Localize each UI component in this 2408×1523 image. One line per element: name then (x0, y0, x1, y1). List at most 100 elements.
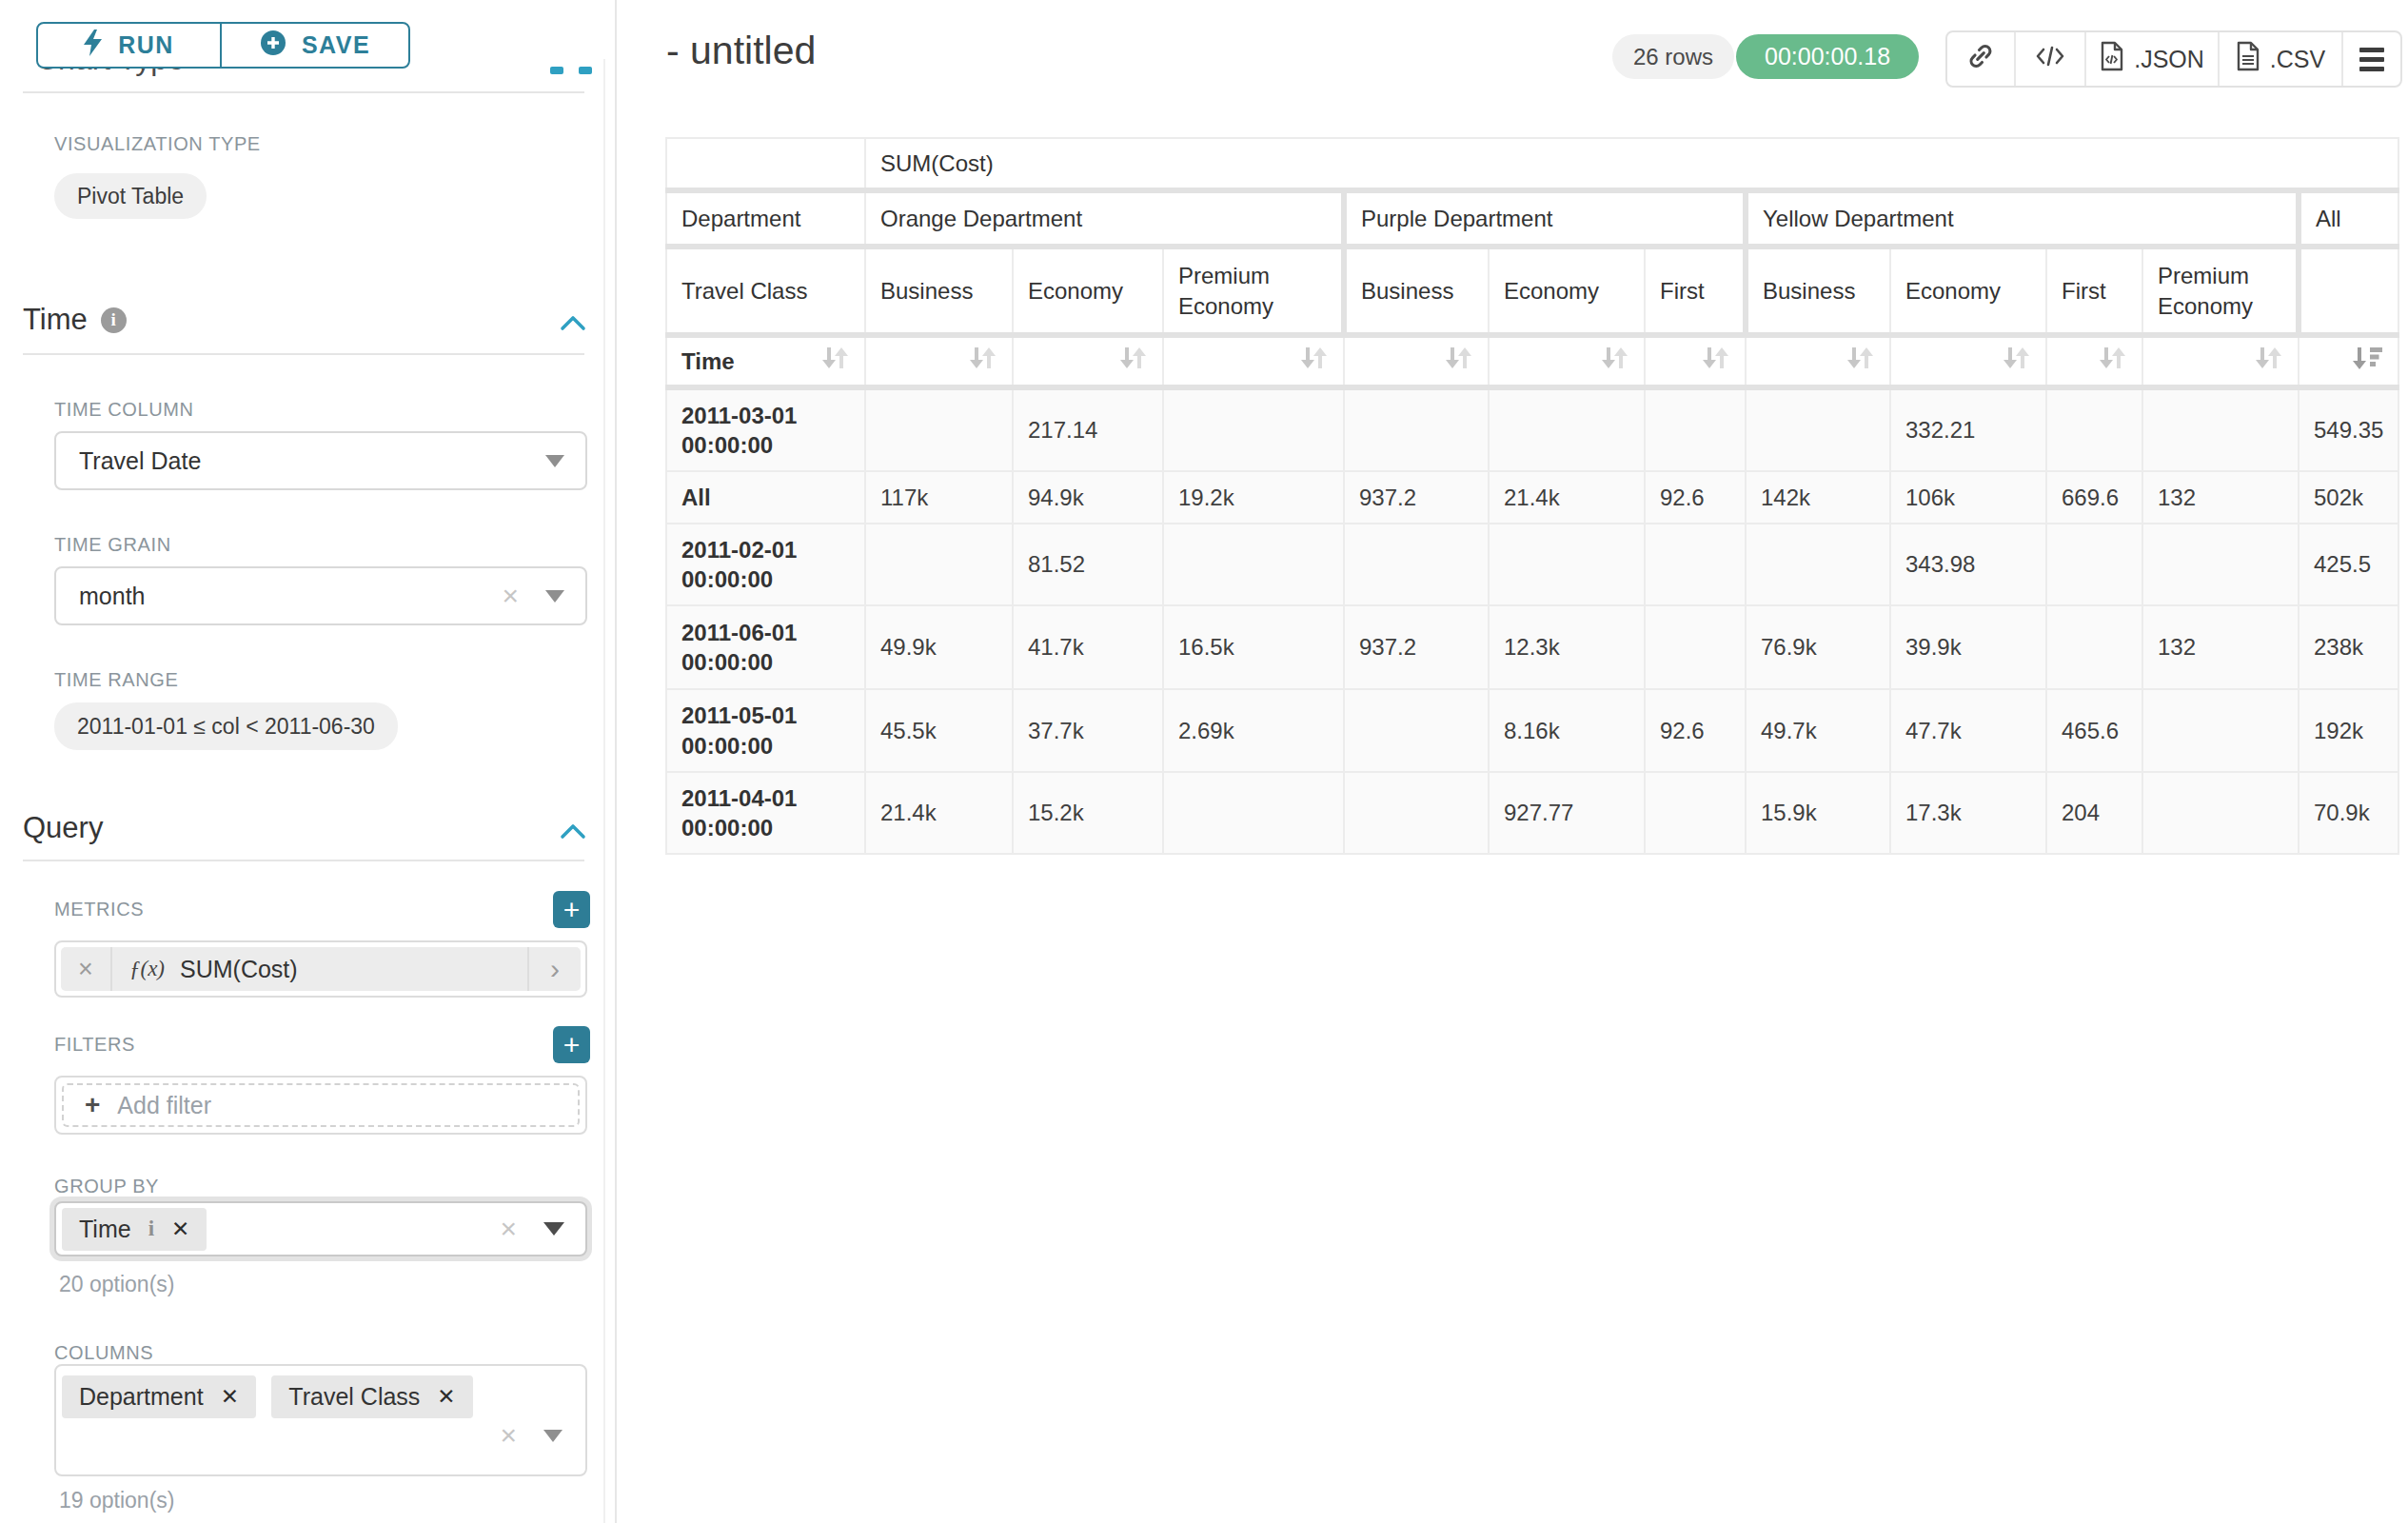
remove-metric-icon[interactable]: × (61, 947, 112, 991)
section-divider (23, 860, 584, 861)
column-sort-cell[interactable] (1645, 335, 1746, 387)
time-sort-cell[interactable]: Time (666, 335, 865, 387)
remove-tag-icon[interactable]: ✕ (171, 1216, 189, 1242)
column-sort-cell[interactable] (1746, 335, 1890, 387)
value-cell: 15.9k (1746, 772, 1890, 854)
export-json-label: .JSON (2134, 46, 2204, 73)
value-cell (1163, 387, 1344, 471)
time-column-label: TIME COLUMN (54, 399, 194, 421)
column-sort-cell[interactable] (2046, 335, 2142, 387)
viz-type-pill[interactable]: Pivot Table (54, 173, 207, 219)
travel-class-header-cell[interactable]: Business (865, 247, 1013, 335)
travel-class-header-cell[interactable]: Economy (1013, 247, 1163, 335)
remove-tag-icon[interactable]: ✕ (437, 1384, 455, 1410)
value-cell: 94.9k (1013, 471, 1163, 524)
travel-class-header-cell[interactable]: Premium Economy (2142, 247, 2299, 335)
travel-class-header-cell[interactable]: Business (1746, 247, 1890, 335)
time-range-pill[interactable]: 2011-01-01 ≤ col < 2011-06-30 (54, 702, 398, 750)
row-label-cell: 2011-03-01 00:00:00 (666, 387, 865, 471)
export-csv-button[interactable]: .CSV (2218, 32, 2341, 86)
row-label-cell: 2011-06-01 00:00:00 (666, 605, 865, 689)
metrics-container: × ƒ(x) SUM(Cost) › (54, 940, 587, 998)
value-cell (2046, 524, 2142, 605)
add-metric-button[interactable]: + (553, 891, 590, 928)
value-cell: 937.2 (1344, 471, 1489, 524)
sort-arrows-icon (1298, 345, 1329, 378)
add-filter-plus-button[interactable]: + (553, 1026, 590, 1063)
viz-type-label: VISUALIZATION TYPE (54, 133, 261, 155)
department-dimension-cell: Department (666, 190, 865, 247)
travel-class-header-cell[interactable]: First (1645, 247, 1746, 335)
chevron-up-icon[interactable] (560, 314, 586, 335)
value-cell: 21.4k (865, 772, 1013, 854)
metric-pill[interactable]: × ƒ(x) SUM(Cost) › (61, 947, 581, 991)
value-cell: 549.35 (2299, 387, 2398, 471)
travel-class-header-cell[interactable]: First (2046, 247, 2142, 335)
info-icon[interactable]: i (101, 307, 127, 333)
sort-descending-icon (2351, 345, 2383, 378)
value-cell: 117k (865, 471, 1013, 524)
column-sort-cell[interactable] (1890, 335, 2046, 387)
time-column-select[interactable]: Travel Date (54, 431, 587, 490)
add-filter-button[interactable]: + Add filter (62, 1083, 580, 1127)
run-button[interactable]: RUN (36, 22, 221, 69)
table-row: 2011-06-01 00:00:0049.9k41.7k16.5k937.21… (666, 605, 2398, 689)
travel-class-header-cell[interactable]: Economy (1489, 247, 1645, 335)
info-icon[interactable]: i (148, 1216, 154, 1241)
columns-tag-department: Department ✕ (62, 1375, 256, 1418)
tag-label: Travel Class (288, 1383, 420, 1411)
column-sort-cell[interactable] (1013, 335, 1163, 387)
query-timer-badge: 00:00:00.18 (1736, 34, 1919, 79)
section-divider (23, 353, 584, 355)
share-link-button[interactable] (1947, 32, 2014, 86)
department-group-cell[interactable]: Orange Department (865, 190, 1344, 247)
row-label-cell: 2011-02-01 00:00:00 (666, 524, 865, 605)
column-sort-cell[interactable] (865, 335, 1013, 387)
column-sort-cell-active[interactable] (2299, 335, 2398, 387)
chevron-right-icon[interactable]: › (527, 947, 581, 991)
filters-label: FILTERS (54, 1034, 135, 1056)
travel-class-header-cell[interactable]: Economy (1890, 247, 2046, 335)
view-query-button[interactable] (2014, 32, 2084, 86)
columns-select[interactable]: Department ✕ Travel Class ✕ × (54, 1364, 587, 1476)
department-group-cell[interactable]: Purple Department (1344, 190, 1746, 247)
travel-class-header-cell[interactable]: Business (1344, 247, 1489, 335)
more-options-button[interactable] (2341, 32, 2400, 86)
export-csv-label: .CSV (2270, 46, 2325, 73)
value-cell: 49.7k (1746, 689, 1890, 772)
time-grain-select[interactable]: month × (54, 566, 587, 625)
value-cell: 937.2 (1344, 605, 1489, 689)
column-sort-cell[interactable] (1489, 335, 1645, 387)
sort-arrows-icon (819, 345, 850, 378)
department-group-cell[interactable]: Yellow Department (1746, 190, 2299, 247)
run-button-label: RUN (118, 31, 174, 59)
travel-class-header-cell[interactable]: Premium Economy (1163, 247, 1344, 335)
all-column-header-cell[interactable]: All (2299, 190, 2398, 247)
chevron-down-icon (543, 1222, 564, 1236)
time-range-label: TIME RANGE (54, 669, 178, 691)
value-cell (1163, 524, 1344, 605)
column-sort-cell[interactable] (1344, 335, 1489, 387)
pivot-table-container: SUM(Cost)DepartmentOrange DepartmentPurp… (665, 137, 2399, 855)
sort-arrows-icon (1845, 345, 1875, 378)
export-json-button[interactable]: .JSON (2084, 32, 2218, 86)
chevron-up-icon[interactable] (560, 822, 586, 843)
remove-tag-icon[interactable]: ✕ (221, 1384, 239, 1410)
column-sort-cell[interactable] (1163, 335, 1344, 387)
chart-title[interactable]: - untitled (666, 29, 816, 73)
value-cell: 669.6 (2046, 471, 2142, 524)
value-cell (865, 387, 1013, 471)
value-cell: 15.2k (1013, 772, 1163, 854)
sidebar-scrollbar[interactable] (603, 0, 605, 1523)
run-save-button-group: RUN SAVE (36, 22, 410, 69)
clear-x-icon[interactable]: × (500, 1215, 517, 1243)
value-cell (1489, 524, 1645, 605)
group-by-select[interactable]: Time i ✕ × (54, 1201, 587, 1256)
column-sort-cell[interactable] (2142, 335, 2299, 387)
tag-label: Department (79, 1383, 204, 1411)
clear-x-icon[interactable]: × (500, 1421, 517, 1450)
clear-x-icon[interactable]: × (502, 582, 519, 610)
save-button[interactable]: SAVE (221, 22, 410, 69)
clipped-icon (550, 67, 563, 74)
add-filter-text: Add filter (117, 1092, 211, 1119)
